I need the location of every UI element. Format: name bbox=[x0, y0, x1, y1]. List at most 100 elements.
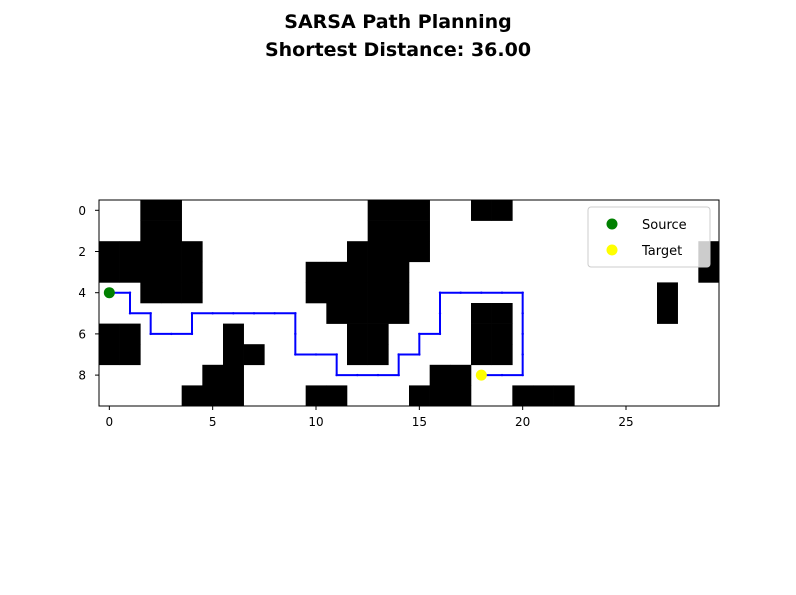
path-point bbox=[500, 291, 504, 294]
path-point bbox=[376, 373, 380, 377]
obstacle-cell bbox=[223, 344, 244, 366]
obstacle-cell bbox=[429, 364, 451, 386]
obstacle-cell bbox=[99, 241, 120, 263]
obstacle-cell bbox=[471, 344, 492, 366]
path-point bbox=[232, 312, 235, 315]
path-point bbox=[521, 312, 524, 315]
obstacle-cell bbox=[181, 241, 203, 263]
path-point bbox=[418, 332, 421, 336]
obstacle-cell bbox=[326, 303, 348, 324]
obstacle-cell bbox=[533, 385, 554, 407]
path-point bbox=[294, 332, 297, 336]
obstacle-cell bbox=[512, 385, 534, 407]
obstacle-cell bbox=[119, 241, 141, 263]
obstacle-cell bbox=[367, 241, 389, 263]
path-point bbox=[397, 373, 400, 377]
obstacle-cell bbox=[347, 241, 368, 263]
x-tick-label: 15 bbox=[412, 415, 427, 429]
obstacle-cell bbox=[140, 282, 162, 304]
obstacle-cell bbox=[161, 261, 182, 283]
obstacle-cell bbox=[326, 385, 348, 407]
obstacle-cell bbox=[223, 364, 244, 386]
x-tick-label: 10 bbox=[308, 415, 323, 429]
legend-box bbox=[587, 206, 711, 268]
obstacle-cell bbox=[553, 385, 575, 407]
y-tick-label: 4 bbox=[78, 286, 86, 300]
obstacle-cell bbox=[367, 282, 389, 304]
y-tick-label: 0 bbox=[78, 204, 86, 218]
y-tick-label: 6 bbox=[78, 327, 86, 341]
obstacle-cell bbox=[471, 303, 492, 324]
obstacle-cell bbox=[657, 303, 678, 324]
obstacle-cell bbox=[347, 282, 368, 304]
y-tick-label: 8 bbox=[78, 369, 86, 383]
path-point bbox=[149, 332, 152, 336]
obstacle-cell bbox=[223, 323, 244, 345]
obstacle-cell bbox=[450, 364, 472, 386]
obstacle-cell bbox=[161, 220, 182, 242]
path-point bbox=[128, 291, 132, 294]
obstacle-cell bbox=[409, 220, 430, 242]
path-point bbox=[211, 312, 214, 315]
path-point bbox=[190, 332, 194, 336]
source-marker bbox=[103, 287, 115, 299]
path-point bbox=[459, 291, 462, 294]
obstacle-cell bbox=[491, 344, 513, 366]
x-tick-label: 0 bbox=[106, 415, 114, 429]
path-point bbox=[480, 291, 483, 294]
obstacle-cell bbox=[119, 261, 141, 283]
path-point bbox=[438, 291, 442, 294]
obstacle-cell bbox=[243, 344, 265, 366]
obstacle-cell bbox=[305, 282, 327, 304]
obstacle-cell bbox=[409, 200, 430, 221]
legend-source-marker bbox=[606, 218, 618, 230]
obstacle-cell bbox=[367, 303, 389, 324]
path-point bbox=[438, 312, 442, 315]
obstacle-cell bbox=[491, 303, 513, 324]
path-point bbox=[397, 353, 400, 356]
obstacle-cell bbox=[223, 385, 244, 407]
obstacle-cell bbox=[305, 385, 327, 407]
obstacle-cell bbox=[347, 303, 368, 324]
path-point bbox=[273, 312, 276, 315]
obstacle-cell bbox=[388, 303, 410, 324]
obstacle-cell bbox=[388, 282, 410, 304]
path-point bbox=[128, 312, 132, 315]
obstacle-cell bbox=[657, 282, 678, 304]
obstacle-cell bbox=[119, 344, 141, 366]
obstacle-cell bbox=[491, 323, 513, 345]
path-point bbox=[356, 373, 359, 377]
path-point bbox=[521, 291, 524, 294]
obstacle-cell bbox=[388, 241, 410, 263]
obstacle-cell bbox=[140, 200, 162, 221]
obstacle-cell bbox=[140, 261, 162, 283]
x-tick-label: 5 bbox=[209, 415, 217, 429]
obstacle-cell bbox=[140, 220, 162, 242]
x-tick-label: 20 bbox=[515, 415, 530, 429]
path-point bbox=[521, 332, 524, 336]
obstacle-cell bbox=[367, 261, 389, 283]
path-point bbox=[418, 353, 421, 356]
obstacle-cell bbox=[429, 385, 451, 407]
obstacle-cell bbox=[99, 261, 120, 283]
legend-target-marker bbox=[606, 244, 618, 256]
path-layer bbox=[108, 291, 524, 377]
obstacle-cell bbox=[202, 385, 224, 407]
obstacle-cell bbox=[140, 241, 162, 263]
path-point bbox=[521, 353, 524, 356]
path-point bbox=[335, 353, 338, 356]
obstacle-cell bbox=[161, 200, 182, 221]
path-point bbox=[521, 373, 524, 377]
axes-frame bbox=[98, 199, 720, 407]
obstacle-cell bbox=[471, 200, 492, 221]
marker-layer bbox=[103, 287, 487, 381]
tick-layer: 0 5 10 15 20 25 0 2 4 6 8 bbox=[78, 204, 633, 429]
obstacle-cell bbox=[161, 282, 182, 304]
obstacle-cell bbox=[347, 261, 368, 283]
path-point bbox=[335, 373, 338, 377]
obstacle-cell bbox=[409, 385, 430, 407]
obstacle-cell bbox=[181, 282, 203, 304]
path-point bbox=[149, 312, 152, 315]
target-marker bbox=[475, 369, 487, 381]
